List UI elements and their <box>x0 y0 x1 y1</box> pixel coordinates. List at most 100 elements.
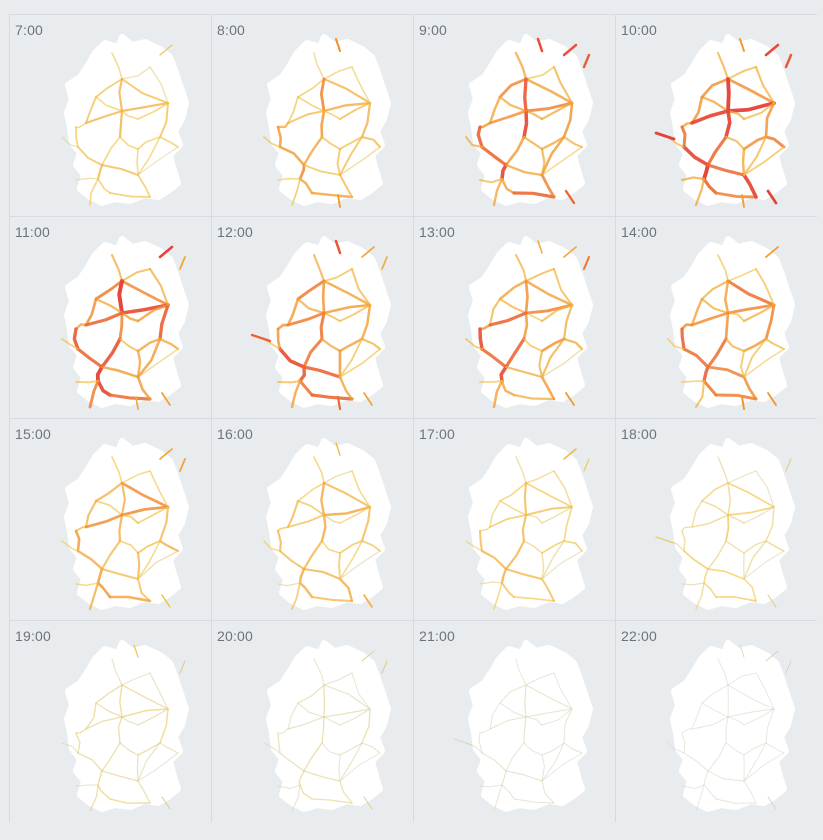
rail-segment <box>339 146 381 176</box>
rail-segment <box>77 146 103 166</box>
rail-segment <box>323 684 371 710</box>
rail-segment <box>312 253 326 283</box>
rail-segment <box>88 379 100 409</box>
hour-panel: 20:00 <box>212 621 413 822</box>
rail-segment <box>681 728 693 734</box>
rail-segment <box>703 784 717 800</box>
rail-segment <box>742 375 758 401</box>
rail-segment <box>159 708 169 744</box>
hour-label: 22:00 <box>621 628 658 644</box>
rail-segment <box>489 716 527 730</box>
rail-segment <box>683 752 709 772</box>
rail-segment <box>360 337 382 351</box>
rail-segment <box>493 784 503 812</box>
rail-segment <box>291 784 301 812</box>
rail-segment <box>298 177 314 195</box>
rail-segment <box>525 506 573 516</box>
rail-segment <box>290 379 302 409</box>
rail-segment <box>500 567 508 585</box>
hour-label: 12:00 <box>217 224 254 240</box>
rail-segment <box>717 456 729 484</box>
rail-segment <box>521 513 528 543</box>
rail-segment <box>538 349 544 379</box>
rail-segment <box>339 136 363 176</box>
network-map <box>250 236 391 411</box>
rail-segment <box>525 312 543 322</box>
rail-segment <box>525 672 555 686</box>
rail-segment <box>695 784 705 812</box>
rail-segment <box>321 136 341 150</box>
rail-segment <box>298 163 306 181</box>
rail-segment <box>540 101 574 121</box>
rail-segment <box>298 770 305 786</box>
rail-branch <box>767 594 777 608</box>
rail-segment <box>95 684 123 704</box>
hour-panel: 8:00 <box>212 15 413 216</box>
hour-label: 20:00 <box>217 628 254 644</box>
rail-segment <box>481 752 507 772</box>
rail-segment <box>277 582 301 587</box>
rail-segment <box>360 303 372 341</box>
rail-segment <box>505 742 525 772</box>
rail-segment <box>339 348 381 378</box>
rail-segment <box>74 529 81 553</box>
rail-segment <box>541 540 565 554</box>
rail-segment <box>108 393 152 401</box>
rail-segment <box>522 109 529 139</box>
rail-segment <box>714 393 758 401</box>
rail-segment <box>743 338 767 378</box>
rail-segment <box>298 379 314 397</box>
rail-segment <box>339 752 381 782</box>
rail-segment <box>743 708 775 726</box>
rail-segment <box>754 65 776 105</box>
hour-panel: 16:00 <box>212 419 413 620</box>
rail-segment <box>136 148 139 176</box>
hour-label: 21:00 <box>419 628 456 644</box>
rail-segment <box>323 268 353 282</box>
rail-segment <box>136 754 139 782</box>
country-outline <box>64 236 189 408</box>
rail-segment <box>302 539 324 571</box>
rail-branch <box>334 239 342 255</box>
rail-segment <box>464 135 484 149</box>
network-map <box>465 236 593 409</box>
rail-segment <box>100 539 122 571</box>
hour-panel: 15:00 <box>10 419 211 620</box>
rail-segment <box>117 279 124 315</box>
rail-segment <box>540 303 574 323</box>
rail-segment <box>94 481 124 503</box>
rail-segment <box>504 337 526 369</box>
rail-segment <box>321 716 325 744</box>
rail-segment <box>478 529 484 553</box>
rail-segment <box>137 578 151 602</box>
rail-segment <box>121 708 169 718</box>
rail-segment <box>727 684 775 710</box>
rail-segment <box>743 742 767 756</box>
country-outline <box>64 34 189 206</box>
rail-segment <box>302 567 342 581</box>
rail-branch <box>536 37 544 53</box>
rail-segment <box>137 742 161 756</box>
rail-branch <box>336 395 342 411</box>
rail-segment <box>96 581 112 599</box>
rail-segment <box>119 136 139 150</box>
rail-segment <box>505 770 543 782</box>
rail-segment <box>323 110 341 120</box>
rail-segment <box>703 582 717 598</box>
rail-segment <box>137 752 179 782</box>
rail-segment <box>323 66 353 80</box>
rail-segment <box>148 267 170 307</box>
rail-segment <box>478 732 483 754</box>
rail-segment <box>691 702 703 730</box>
rail-branch <box>765 246 779 258</box>
rail-segment <box>499 702 527 718</box>
rail-segment <box>339 304 371 322</box>
rail-branch <box>765 650 779 662</box>
rail-segment <box>120 101 170 113</box>
country-outline <box>64 438 189 610</box>
rail-segment <box>498 77 528 99</box>
rail-segment <box>563 540 583 552</box>
rail-segment <box>742 135 768 177</box>
rail-segment <box>562 101 574 139</box>
rail-branch <box>337 194 341 208</box>
